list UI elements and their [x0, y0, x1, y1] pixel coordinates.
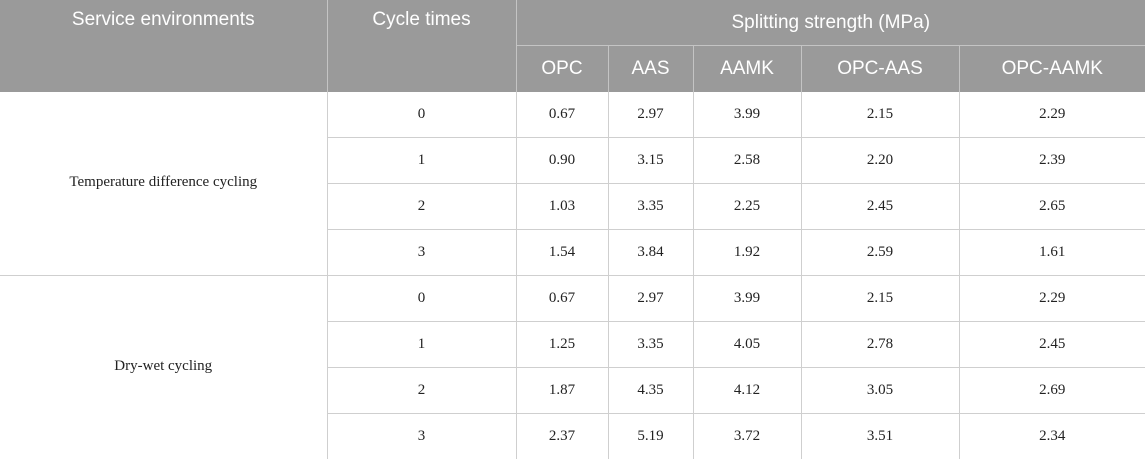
- value-cell: 2.29: [959, 276, 1145, 322]
- value-cell: 1.92: [693, 230, 801, 276]
- cycle-cell: 3: [327, 230, 516, 276]
- value-cell: 2.58: [693, 138, 801, 184]
- value-cell: 2.45: [959, 322, 1145, 368]
- value-cell: 5.19: [608, 414, 693, 459]
- value-cell: 3.35: [608, 322, 693, 368]
- cycle-cell: 1: [327, 322, 516, 368]
- value-cell: 1.25: [516, 322, 608, 368]
- value-cell: 2.25: [693, 184, 801, 230]
- table-row: Dry-wet cycling 0 0.67 2.97 3.99 2.15 2.…: [0, 276, 1145, 322]
- header-col-opc-aas: OPC-AAS: [801, 46, 959, 93]
- cycle-cell: 0: [327, 92, 516, 138]
- value-cell: 2.15: [801, 276, 959, 322]
- value-cell: 3.51: [801, 414, 959, 459]
- value-cell: 2.20: [801, 138, 959, 184]
- header-col-opc-aamk: OPC-AAMK: [959, 46, 1145, 93]
- value-cell: 2.29: [959, 92, 1145, 138]
- value-cell: 1.54: [516, 230, 608, 276]
- value-cell: 2.97: [608, 276, 693, 322]
- value-cell: 2.59: [801, 230, 959, 276]
- value-cell: 0.67: [516, 276, 608, 322]
- cycle-cell: 1: [327, 138, 516, 184]
- header-cycle-times: Cycle times: [327, 0, 516, 92]
- value-cell: 4.12: [693, 368, 801, 414]
- table-header: Service environments Cycle times Splitti…: [0, 0, 1145, 92]
- value-cell: 3.35: [608, 184, 693, 230]
- value-cell: 2.78: [801, 322, 959, 368]
- header-col-opc: OPC: [516, 46, 608, 93]
- header-col-aas: AAS: [608, 46, 693, 93]
- value-cell: 0.67: [516, 92, 608, 138]
- value-cell: 3.15: [608, 138, 693, 184]
- value-cell: 1.87: [516, 368, 608, 414]
- value-cell: 3.05: [801, 368, 959, 414]
- cycle-cell: 3: [327, 414, 516, 459]
- value-cell: 2.65: [959, 184, 1145, 230]
- header-splitting-strength: Splitting strength (MPa): [516, 0, 1145, 46]
- value-cell: 2.39: [959, 138, 1145, 184]
- cycle-cell: 0: [327, 276, 516, 322]
- header-service-environments: Service environments: [0, 0, 327, 92]
- value-cell: 2.34: [959, 414, 1145, 459]
- value-cell: 3.84: [608, 230, 693, 276]
- value-cell: 3.72: [693, 414, 801, 459]
- value-cell: 1.03: [516, 184, 608, 230]
- value-cell: 4.05: [693, 322, 801, 368]
- value-cell: 3.99: [693, 276, 801, 322]
- value-cell: 2.37: [516, 414, 608, 459]
- value-cell: 0.90: [516, 138, 608, 184]
- header-col-aamk: AAMK: [693, 46, 801, 93]
- cycle-cell: 2: [327, 368, 516, 414]
- cycle-cell: 2: [327, 184, 516, 230]
- table-row: Temperature difference cycling 0 0.67 2.…: [0, 92, 1145, 138]
- value-cell: 2.97: [608, 92, 693, 138]
- environment-cell: Temperature difference cycling: [0, 92, 327, 276]
- value-cell: 1.61: [959, 230, 1145, 276]
- value-cell: 2.15: [801, 92, 959, 138]
- value-cell: 2.45: [801, 184, 959, 230]
- value-cell: 2.69: [959, 368, 1145, 414]
- table-body: Temperature difference cycling 0 0.67 2.…: [0, 92, 1145, 459]
- value-cell: 3.99: [693, 92, 801, 138]
- value-cell: 4.35: [608, 368, 693, 414]
- environment-cell: Dry-wet cycling: [0, 276, 327, 459]
